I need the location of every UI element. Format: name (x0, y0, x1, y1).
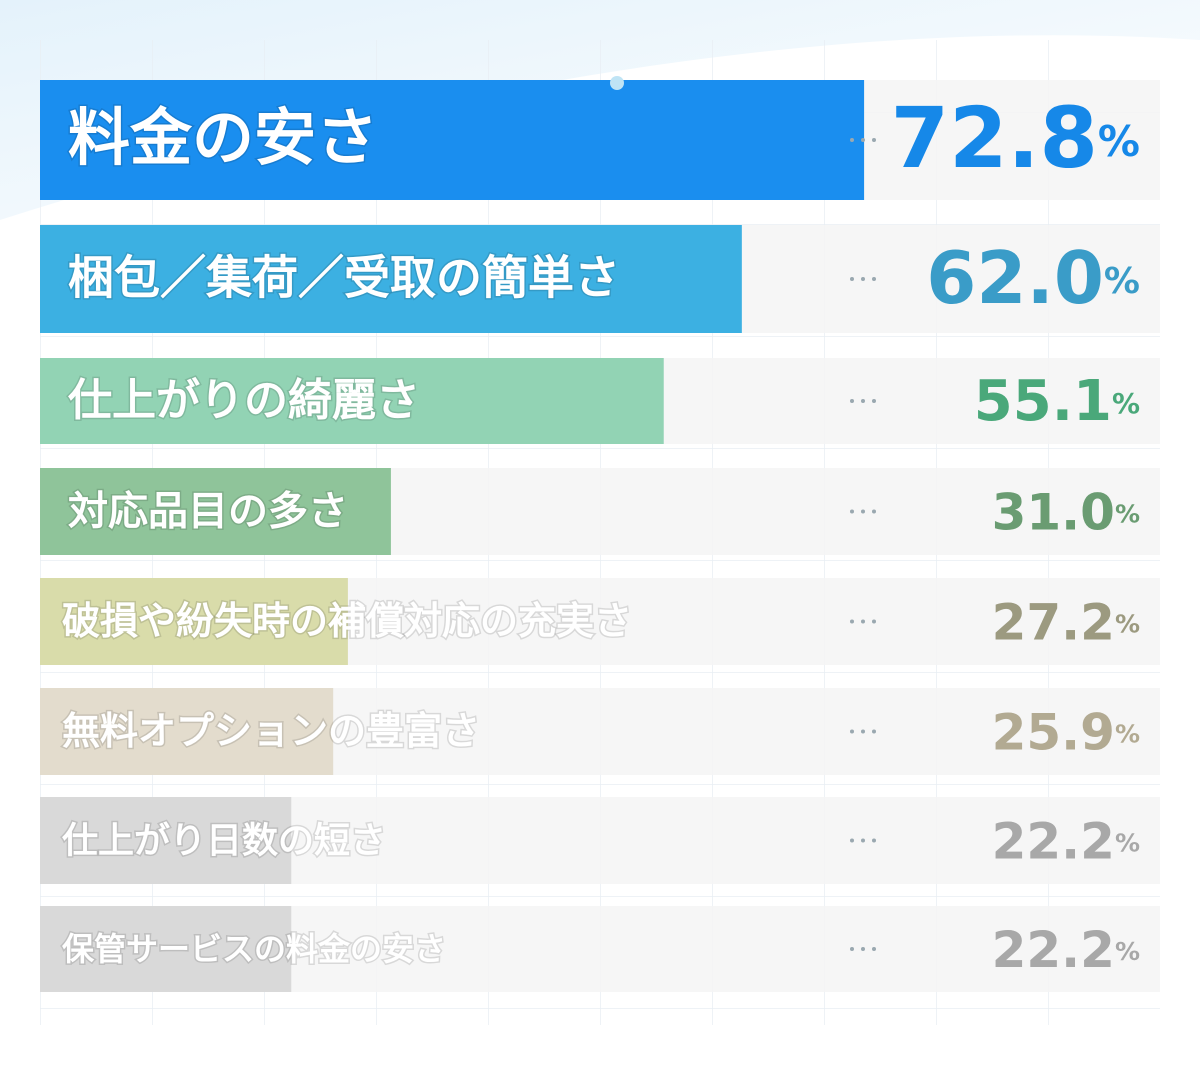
category-label: 梱包／集荷／受取の簡単さ (68, 251, 620, 305)
leader-dot (850, 838, 854, 843)
category-label: 保管サービスの料金の安さ (62, 930, 446, 968)
leader-dot (850, 138, 854, 142)
leader-dot (861, 729, 865, 734)
leader-dot (872, 947, 876, 951)
leader-dot (872, 729, 876, 734)
leader-dot (872, 509, 876, 514)
leader-dot (872, 838, 876, 843)
category-label: 料金の安さ (68, 101, 378, 174)
leader-dot (850, 277, 854, 281)
category-label: 仕上がり日数の短さ (62, 821, 386, 862)
leader-dot (850, 729, 854, 734)
value-label: 72.8% (891, 89, 1140, 187)
bar (40, 906, 292, 992)
leader-dot (861, 619, 865, 624)
leader-dot (861, 277, 865, 281)
category-label: 対応品目の多さ (68, 489, 348, 535)
leader-dot (861, 399, 865, 403)
value-label: 25.9% (992, 703, 1140, 761)
sparkle (610, 76, 624, 90)
category-label: 破損や紛失時の補償対応の充実さ (62, 599, 632, 643)
leader-dot (850, 619, 854, 624)
leader-dot (850, 399, 854, 403)
category-label: 無料オプションの豊富さ (62, 709, 480, 753)
value-label: 62.0% (926, 236, 1140, 320)
bar (40, 468, 391, 555)
leader-dot (872, 138, 876, 142)
leader-dot (850, 947, 854, 951)
bar (40, 225, 742, 333)
leader-dot (861, 838, 865, 843)
leader-dot (861, 509, 865, 514)
leader-dot (850, 509, 854, 514)
bar (40, 688, 334, 775)
leader-dot (872, 399, 876, 403)
value-label: 27.2% (992, 593, 1140, 651)
value-label: 31.0% (992, 483, 1140, 541)
category-label: 仕上がりの綺麗さ (68, 375, 420, 426)
leader-dot (861, 947, 865, 951)
value-label: 55.1% (974, 369, 1140, 434)
bar (40, 797, 292, 884)
leader-dot (872, 619, 876, 624)
bar (40, 80, 865, 200)
plot: 料金の安さ 72.8% 梱包／集荷／受取の簡単さ 62.0% 仕上がりの綺麗さ 55.1%… (40, 80, 1160, 992)
bar (40, 358, 664, 444)
value-label: 22.2% (992, 812, 1140, 870)
value-label: 22.2% (992, 921, 1140, 979)
bar (40, 578, 348, 665)
leader-dot (872, 277, 876, 281)
leader-dot (861, 138, 865, 142)
